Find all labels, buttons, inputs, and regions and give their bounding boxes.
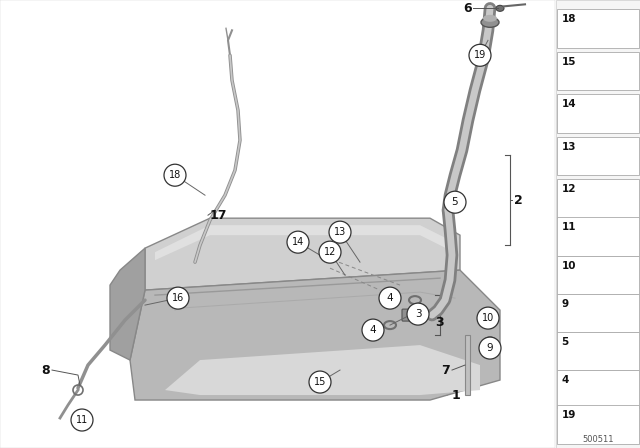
Circle shape	[477, 307, 499, 329]
Text: 11: 11	[561, 223, 576, 233]
Bar	[557, 137, 639, 175]
Circle shape	[287, 231, 309, 253]
Circle shape	[319, 241, 341, 263]
Text: 6: 6	[463, 2, 472, 15]
Text: 19: 19	[561, 410, 576, 421]
Text: 5: 5	[561, 336, 569, 347]
Bar	[557, 179, 639, 218]
Text: 2: 2	[514, 194, 523, 207]
Text: 4: 4	[370, 325, 376, 335]
Bar	[557, 9, 639, 47]
Bar	[557, 293, 639, 332]
Circle shape	[486, 341, 494, 349]
FancyBboxPatch shape	[402, 309, 422, 321]
Bar	[557, 255, 639, 294]
Circle shape	[469, 44, 491, 66]
Polygon shape	[110, 248, 145, 360]
Bar	[557, 370, 639, 408]
Text: 1: 1	[452, 388, 461, 401]
Circle shape	[379, 287, 401, 309]
Text: 18: 18	[169, 170, 181, 180]
Text: 3: 3	[435, 315, 444, 328]
Text: 13: 13	[561, 142, 576, 152]
Polygon shape	[155, 225, 450, 260]
Circle shape	[482, 337, 498, 353]
Text: 13: 13	[334, 227, 346, 237]
Text: 10: 10	[482, 313, 494, 323]
Text: 14: 14	[561, 99, 576, 109]
Bar	[557, 217, 639, 256]
Text: 15: 15	[561, 57, 576, 67]
Text: 12: 12	[324, 247, 336, 257]
Ellipse shape	[481, 17, 499, 27]
Text: 8: 8	[42, 364, 50, 377]
Bar	[557, 405, 639, 444]
Text: 14: 14	[292, 237, 304, 247]
Bar	[556, 0, 640, 448]
Circle shape	[329, 221, 351, 243]
Text: 12: 12	[561, 185, 576, 194]
Ellipse shape	[483, 15, 497, 22]
Text: 10: 10	[561, 260, 576, 271]
Text: 18: 18	[561, 14, 576, 24]
Text: 15: 15	[314, 377, 326, 387]
Text: 500511: 500511	[582, 435, 614, 444]
Polygon shape	[145, 218, 460, 290]
Text: 17: 17	[210, 209, 227, 222]
Polygon shape	[465, 335, 470, 395]
Text: 4: 4	[387, 293, 394, 303]
Bar	[557, 52, 639, 90]
Circle shape	[407, 303, 429, 325]
Polygon shape	[165, 345, 480, 395]
Text: 19: 19	[474, 50, 486, 60]
Circle shape	[479, 337, 501, 359]
Text: 4: 4	[561, 375, 569, 385]
Text: 16: 16	[172, 293, 184, 303]
Circle shape	[167, 287, 189, 309]
Circle shape	[164, 164, 186, 186]
Circle shape	[444, 191, 466, 213]
Bar	[557, 95, 639, 133]
Circle shape	[309, 371, 331, 393]
Text: 5: 5	[452, 197, 458, 207]
Text: 7: 7	[441, 364, 450, 377]
Polygon shape	[130, 270, 500, 400]
Text: 11: 11	[76, 415, 88, 425]
Bar	[557, 332, 639, 370]
Circle shape	[71, 409, 93, 431]
Circle shape	[362, 319, 384, 341]
Bar	[0, 0, 554, 448]
Ellipse shape	[496, 5, 504, 11]
Text: 3: 3	[415, 309, 421, 319]
Text: 9: 9	[561, 298, 569, 309]
Text: 9: 9	[486, 343, 493, 353]
